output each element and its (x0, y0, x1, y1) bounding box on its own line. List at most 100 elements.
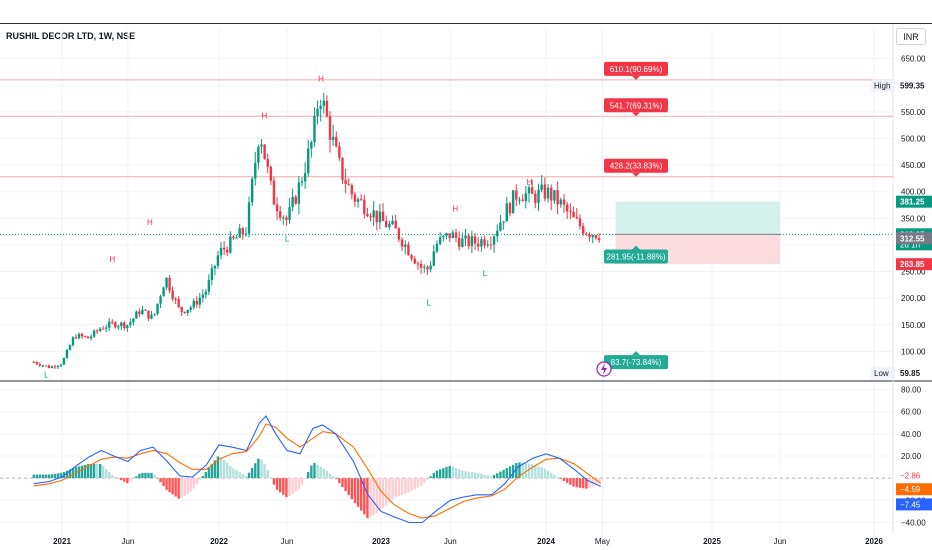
candle-down (407, 244, 410, 256)
candle-down (341, 157, 344, 180)
macd-axis-tag-bg (896, 469, 932, 482)
candle-down (515, 190, 518, 200)
macd-histogram-bar (565, 478, 569, 483)
macd-histogram-bar (105, 468, 108, 479)
candle-up (254, 162, 257, 179)
axis-tag-name-bg (871, 79, 895, 92)
macd-histogram-bar (141, 472, 144, 479)
price-axis-label: Low 59.85 (871, 366, 932, 379)
price-axis-label: 312.55 (896, 232, 932, 245)
candle-down (38, 364, 41, 366)
macd-histogram-bar (198, 478, 201, 481)
macd-histogram-bar (556, 477, 559, 479)
macd-histogram-bar (363, 478, 366, 515)
macd-histogram-bar (502, 469, 505, 479)
axis-tag-value: 312.55 (900, 234, 925, 243)
macd-histogram-bar (350, 478, 354, 500)
x-tick-label: 2026 (865, 537, 883, 546)
macd-histogram-bar (426, 478, 429, 480)
x-tick-label: 2023 (372, 537, 390, 546)
macd-histogram-bar (388, 478, 391, 503)
macd-histogram-bar (53, 473, 57, 479)
macd-histogram-bar (347, 478, 350, 496)
candle-up (537, 189, 540, 203)
macd-histogram-bar (83, 464, 87, 479)
macd-histogram-bar (467, 471, 470, 479)
macd-histogram-bar (156, 478, 159, 479)
macd-histogram-bar (144, 472, 147, 479)
candle-down (241, 228, 245, 235)
macd-histogram-bar (195, 478, 198, 485)
macd-histogram-bar (540, 467, 543, 479)
candle-down (467, 235, 470, 247)
candle-down (278, 211, 282, 218)
macd-histogram-bar (316, 464, 319, 479)
macd-histogram-bar (168, 478, 171, 493)
axis-tag-bg (896, 232, 932, 245)
pivot-low-label: L (427, 299, 432, 308)
macd-histogram-bar (244, 476, 248, 479)
candle-up (204, 291, 208, 295)
candle-down (565, 204, 569, 212)
macd-histogram-bar (111, 474, 114, 479)
candle-down (416, 263, 420, 265)
candle-down (347, 183, 350, 186)
axis-tag-countdown: 2d 1h (900, 240, 920, 249)
macd-histogram-bar (550, 472, 553, 479)
candle-up (372, 210, 375, 218)
macd-histogram-bar (492, 475, 496, 479)
macd-histogram-bar (400, 478, 404, 495)
candle-down (489, 244, 493, 246)
macd-histogram-bar (285, 478, 288, 498)
target-callout: 541.7(69.31%) (604, 98, 668, 117)
candle-down (575, 217, 578, 219)
candle-down (581, 226, 585, 234)
macd-histogram-bar (180, 478, 183, 499)
candle-down (177, 299, 180, 307)
candle-up (162, 287, 165, 297)
candle-down (385, 221, 388, 228)
lightning-icon[interactable] (596, 361, 612, 377)
x-tick-label: 2022 (210, 537, 228, 546)
candle-up (71, 337, 75, 346)
candle-up (288, 207, 291, 221)
y-tick-label: 400.00 (901, 188, 926, 197)
candle-down (285, 217, 288, 221)
candle-up (77, 333, 81, 339)
currency-button[interactable]: INR (896, 28, 926, 45)
macd-histogram-bar (222, 460, 226, 479)
candle-down (101, 328, 105, 330)
macd-histogram-bar (496, 473, 499, 479)
macd-histogram-bar (250, 467, 254, 479)
candle-down (588, 234, 591, 238)
macd-histogram-bar (480, 473, 483, 479)
candle-up (518, 199, 521, 201)
candle-down (272, 180, 276, 205)
axis-tag-bg (896, 258, 932, 271)
candle-down (195, 300, 198, 305)
macd-y-tick-label: −40.00 (901, 518, 926, 527)
candle-down (53, 366, 57, 368)
candle-up (438, 237, 442, 244)
candle-up (207, 279, 211, 292)
candle-down (269, 166, 273, 181)
candle-up (319, 105, 322, 109)
macd-histogram-bar (35, 474, 38, 479)
macd-histogram-bar (269, 477, 273, 479)
macd-histogram-bar (413, 478, 416, 490)
callout-pointer (632, 245, 640, 250)
candle-down (594, 235, 598, 239)
macd-histogram-bar (588, 478, 591, 488)
candle-down (123, 322, 126, 329)
y-tick-label: 150.00 (901, 321, 926, 330)
candle-up (388, 223, 391, 228)
macd-y-tick-label: 20.00 (901, 452, 922, 461)
candle-up (499, 222, 502, 231)
macd-line (33, 415, 602, 524)
macd-histogram-bar (278, 478, 282, 493)
callout-pointer (632, 75, 640, 80)
candle-up (540, 184, 543, 190)
macd-histogram-bar (38, 474, 41, 479)
macd-histogram-bar (183, 478, 186, 496)
